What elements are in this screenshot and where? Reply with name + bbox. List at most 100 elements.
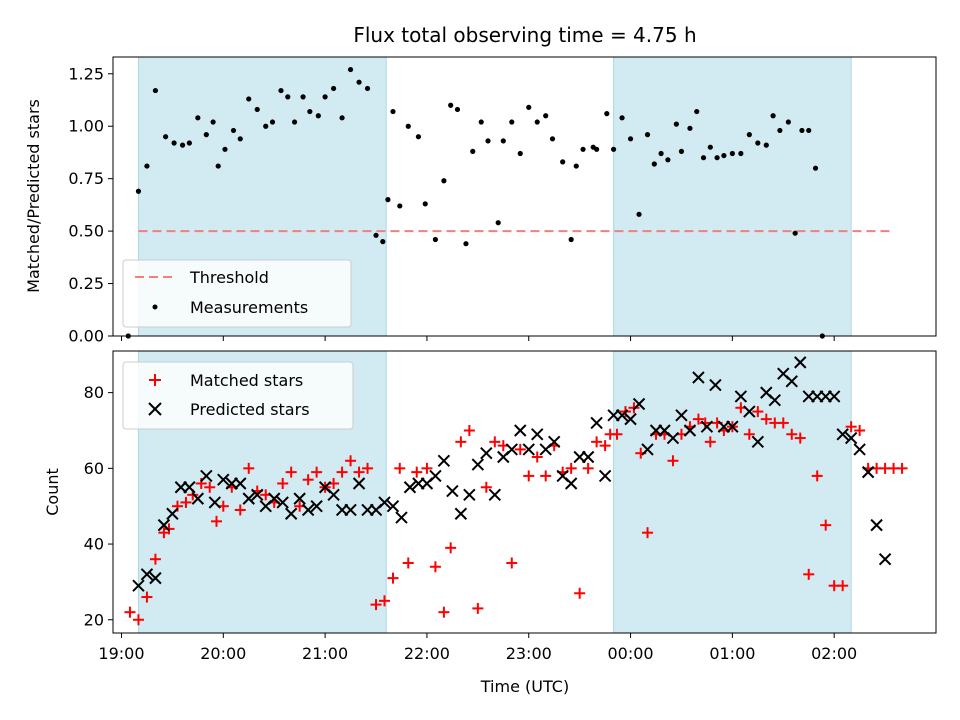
measurement-point [405, 123, 411, 129]
matched-stars-point [141, 591, 153, 603]
matched-stars-point [854, 424, 866, 436]
y-tick-label: 80 [84, 383, 104, 402]
matched-stars-point [180, 496, 192, 508]
predicted-stars-point [870, 518, 883, 532]
predicted-stars-point [743, 405, 756, 418]
measurement-point [665, 157, 671, 163]
measurement-point [580, 146, 586, 152]
y-tick-label: 0.75 [68, 169, 104, 188]
counts-y-axis-label: Count [43, 468, 62, 516]
measurement-point [604, 111, 610, 117]
matched-stars-point [574, 587, 586, 599]
predicted-stars-point [446, 484, 459, 498]
measurement-point [644, 132, 651, 138]
measurement-point [203, 132, 209, 138]
measurement-point [478, 119, 484, 125]
predicted-stars-point [751, 435, 765, 449]
predicted-stars-point [531, 428, 544, 441]
matched-stars-point [472, 602, 484, 614]
matched-stars-point [786, 428, 798, 440]
predicted-stars-point [734, 390, 748, 403]
measurement-point [543, 113, 549, 119]
predicted-stars-point [861, 465, 875, 479]
measurement-point [755, 140, 761, 146]
measurement-point [300, 94, 306, 100]
matched-stars-point [132, 614, 144, 626]
predicted-stars-point [853, 443, 866, 456]
y-tick-label: 0.00 [68, 327, 104, 346]
predicted-stars-point [632, 397, 646, 411]
matched-stars-point [429, 561, 441, 573]
predicted-stars-point [726, 420, 739, 433]
measurement-point [785, 119, 791, 125]
measurement-point [385, 197, 391, 203]
predicted-stars-point [284, 507, 298, 520]
x-tick-label: 21:00 [302, 644, 348, 663]
measurement-point [254, 106, 260, 113]
predicted-stars-point [293, 492, 306, 505]
predicted-stars-point [183, 481, 196, 494]
measurement-point [322, 94, 328, 100]
matched-stars-point [699, 417, 711, 429]
measurement-point [694, 108, 700, 115]
measurement-point [560, 159, 566, 165]
legend-predicted-label: Predicted stars [190, 400, 310, 419]
x-tick-label: 20:00 [200, 644, 246, 663]
measurement-point [651, 161, 657, 167]
matched-stars-point [362, 462, 374, 474]
predicted-stars-point [429, 469, 442, 483]
matched-stars-point [599, 440, 611, 452]
predicted-stars-point [480, 446, 493, 460]
matched-stars-point [411, 466, 423, 478]
predicted-stars-point [505, 443, 518, 456]
matched-stars-point [489, 436, 501, 448]
counts-panel: 20 40 60 80 19:00 20:00 21:00 22:00 23:00 00:00 0… [43, 350, 937, 663]
matched-stars-point [285, 466, 297, 478]
measurement-point [812, 165, 819, 171]
predicted-stars-point [522, 443, 535, 456]
measurement-point [770, 113, 776, 119]
predicted-stars-point [514, 424, 527, 437]
measurement-point [721, 152, 727, 159]
measurement-point [422, 201, 428, 207]
measurement-point [373, 232, 379, 238]
measurement-point [291, 119, 298, 125]
predicted-stars-point [768, 394, 782, 407]
measurement-point [792, 230, 798, 236]
matched-stars-point [591, 436, 603, 448]
measurement-point [278, 87, 284, 94]
measurement-point [568, 236, 574, 243]
matched-stars-point [445, 542, 457, 554]
predicted-stars-point [344, 503, 357, 517]
ratio-panel: 0.00 0.25 0.50 0.75 1.00 1.25 Matched/Predict… [24, 56, 937, 346]
predicted-stars-point [310, 499, 323, 513]
predicted-stars-point [675, 409, 688, 422]
predicted-stars-point [378, 496, 391, 509]
predicted-stars-point [641, 443, 654, 456]
measurement-point [171, 140, 177, 146]
measurement-point [390, 108, 396, 115]
predicted-stars-point [403, 481, 417, 494]
matched-stars-point [667, 455, 679, 467]
matched-stars-point [336, 466, 348, 478]
predicted-stars-point [454, 507, 468, 520]
matched-stars-point [345, 455, 357, 467]
predicted-stars-point [785, 375, 798, 388]
observing-interval-2 [613, 56, 852, 337]
x-tick-label: 02:00 [811, 644, 857, 663]
matched-stars-point [124, 606, 136, 618]
legend-measurements-swatch [152, 304, 158, 310]
predicted-stars-point [276, 496, 289, 509]
predicted-stars-point [234, 477, 247, 490]
predicted-stars-point [386, 499, 400, 513]
predicted-stars-point [666, 431, 680, 445]
matched-stars-point [794, 432, 806, 444]
matched-stars-point [387, 572, 399, 584]
measurement-point [485, 138, 491, 144]
measurement-point [678, 148, 685, 154]
y-tick-label: 20 [84, 610, 104, 629]
measurement-point [495, 220, 501, 226]
measurement-point [448, 102, 454, 108]
matched-stars-point [642, 527, 654, 539]
y-tick-label: 40 [84, 535, 104, 554]
